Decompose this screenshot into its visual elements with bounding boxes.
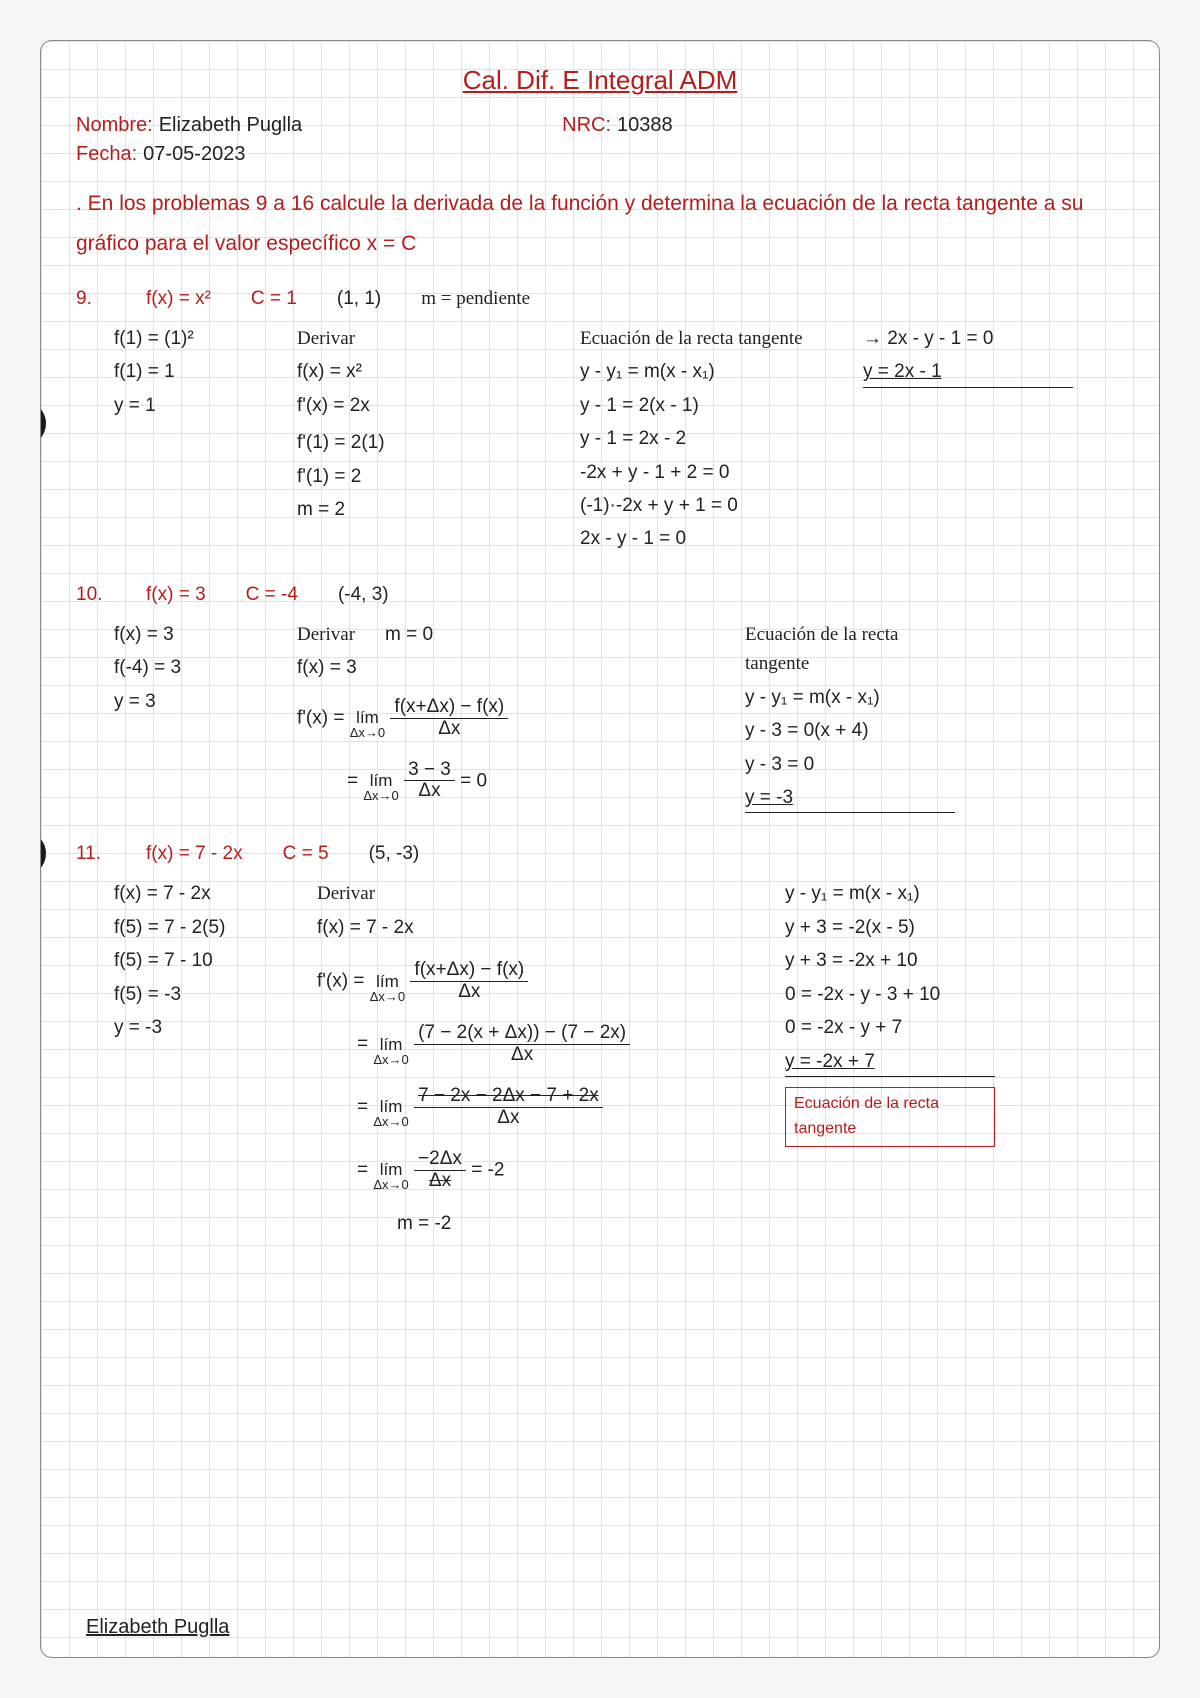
work-line: y - y₁ = m(x - x₁) bbox=[580, 357, 835, 386]
eval-column: f(x) = 7 - 2x f(5) = 7 - 2(5) f(5) = 7 -… bbox=[114, 879, 289, 1238]
work-line: (-1)·-2x + y + 1 = 0 bbox=[580, 491, 835, 520]
problem-9: 9. f(x) = x² C = 1 (1, 1) m = pendiente … bbox=[76, 288, 1124, 554]
problem-c: C = 1 bbox=[251, 288, 297, 310]
problem-11: 11. f(x) = 7 - 2x C = 5 (5, -3) f(x) = 7… bbox=[76, 843, 1124, 1238]
work-line: y - y₁ = m(x - x₁) bbox=[745, 683, 955, 712]
work-line: f(x) = 3 bbox=[114, 620, 269, 649]
work-line: f(x) = 3 bbox=[297, 653, 717, 682]
punch-hole-icon bbox=[40, 401, 46, 446]
problem-fx: f(x) = x² bbox=[146, 288, 211, 310]
work-line: f(x) = 7 - 2x bbox=[114, 879, 289, 908]
work-line: f(5) = -3 bbox=[114, 980, 289, 1009]
name-label: Nombre: bbox=[76, 114, 153, 137]
derivative-column: Derivar f(x) = x² f'(x) = 2x f'(1) = 2(1… bbox=[297, 324, 552, 554]
work-line: 0 = -2x - y - 3 + 10 bbox=[785, 980, 995, 1009]
result-column: → 2x - y - 1 = 0 y = 2x - 1 bbox=[863, 324, 1073, 554]
header-date-row: Fecha: 07-05-2023 bbox=[76, 143, 1124, 166]
work-line: f'(x) = 2x bbox=[297, 391, 552, 420]
footer-signature: Elizabeth Puglla bbox=[86, 1616, 229, 1639]
work-line: f(5) = 7 - 2(5) bbox=[114, 913, 289, 942]
final-answer: y = 2x - 1 bbox=[863, 357, 1073, 387]
slope-label: m = pendiente bbox=[421, 288, 530, 310]
work-line: y - 1 = 2x - 2 bbox=[580, 424, 835, 453]
work-line: 2x - y - 1 = 0 bbox=[580, 524, 835, 553]
problem-point: (1, 1) bbox=[337, 288, 381, 310]
limit-expression: f'(x) = límΔx→0 f(x+Δx) − f(x)Δx bbox=[317, 960, 757, 1003]
problem-header: 10. f(x) = 3 C = -4 (-4, 3) bbox=[76, 584, 1124, 606]
work-line: y = 1 bbox=[114, 391, 269, 420]
work-line: y + 3 = -2x + 10 bbox=[785, 946, 995, 975]
nrc-value: 10388 bbox=[617, 114, 673, 137]
work-line: y - 3 = 0(x + 4) bbox=[745, 716, 955, 745]
eval-column: f(x) = 3 f(-4) = 3 y = 3 bbox=[114, 620, 269, 814]
column-heading: Ecuación de la recta tangente bbox=[580, 324, 835, 353]
column-heading: Derivar bbox=[297, 620, 355, 649]
problem-columns: f(1) = (1)² f(1) = 1 y = 1 Derivar f(x) … bbox=[114, 324, 1124, 554]
problem-point: (-4, 3) bbox=[338, 584, 389, 606]
name-value: Elizabeth Puglla bbox=[159, 114, 302, 137]
problem-header: 9. f(x) = x² C = 1 (1, 1) m = pendiente bbox=[76, 288, 1124, 310]
final-answer: y = -3 bbox=[745, 783, 955, 813]
tangent-column: Ecuación de la recta tangente y - y₁ = m… bbox=[745, 620, 955, 814]
work-line: f'(1) = 2(1) bbox=[297, 428, 552, 457]
work-line: f(5) = 7 - 10 bbox=[114, 946, 289, 975]
derivative-column: Derivar m = 0 f(x) = 3 f'(x) = límΔx→0 f… bbox=[297, 620, 717, 814]
punch-hole-icon bbox=[40, 831, 46, 876]
work-line: y - y₁ = m(x - x₁) bbox=[785, 879, 995, 908]
problem-fx: f(x) = 7 - 2x bbox=[146, 843, 243, 865]
work-line: → 2x - y - 1 = 0 bbox=[863, 324, 1073, 353]
problem-columns: f(x) = 7 - 2x f(5) = 7 - 2(5) f(5) = 7 -… bbox=[114, 879, 1124, 1238]
limit-expression: = límΔx→0 (7 − 2(x + Δx)) − (7 − 2x)Δx bbox=[357, 1023, 757, 1066]
final-answer: y = -2x + 7 bbox=[785, 1047, 995, 1077]
work-line: f(1) = (1)² bbox=[114, 324, 269, 353]
work-line: y = -3 bbox=[114, 1013, 289, 1042]
limit-expression: = límΔx→0 3 − 3Δx = 0 bbox=[347, 760, 717, 803]
problem-number: 9. bbox=[76, 288, 106, 310]
notebook-page: Cal. Dif. E Integral ADM Nombre: Elizabe… bbox=[40, 40, 1160, 1658]
work-line: f'(1) = 2 bbox=[297, 462, 552, 491]
work-line: y = 3 bbox=[114, 687, 269, 716]
limit-expression: f'(x) = límΔx→0 f(x+Δx) − f(x)Δx bbox=[297, 697, 717, 740]
column-heading: Derivar bbox=[317, 879, 757, 908]
problem-number: 11. bbox=[76, 843, 106, 865]
date-label: Fecha: bbox=[76, 143, 137, 166]
work-line: y + 3 = -2(x - 5) bbox=[785, 913, 995, 942]
answer-box-label: Ecuación de la recta tangente bbox=[785, 1087, 995, 1147]
problem-c: C = -4 bbox=[246, 584, 298, 606]
work-line: f(-4) = 3 bbox=[114, 653, 269, 682]
problem-c: C = 5 bbox=[283, 843, 329, 865]
work-line: y - 3 = 0 bbox=[745, 750, 955, 779]
problem-header: 11. f(x) = 7 - 2x C = 5 (5, -3) bbox=[76, 843, 1124, 865]
work-line: 0 = -2x - y + 7 bbox=[785, 1013, 995, 1042]
problem-number: 10. bbox=[76, 584, 106, 606]
eval-column: f(1) = (1)² f(1) = 1 y = 1 bbox=[114, 324, 269, 554]
column-heading: Ecuación de la recta tangente bbox=[745, 620, 955, 679]
work-line: f(x) = x² bbox=[297, 357, 552, 386]
work-line: f(x) = 7 - 2x bbox=[317, 913, 757, 942]
work-line: m = 2 bbox=[297, 495, 552, 524]
limit-expression: = límΔx→0 −2ΔxΔx = -2 bbox=[357, 1149, 757, 1192]
problem-fx: f(x) = 3 bbox=[146, 584, 206, 606]
limit-expression: = límΔx→0 7 − 2x − 2Δx − 7 + 2xΔx bbox=[357, 1086, 757, 1129]
nrc-label: NRC: bbox=[562, 114, 611, 137]
work-line: f(1) = 1 bbox=[114, 357, 269, 386]
instruction-text: . En los problemas 9 a 16 calcule la der… bbox=[76, 184, 1124, 264]
work-line: -2x + y - 1 + 2 = 0 bbox=[580, 458, 835, 487]
work-line: y - 1 = 2(x - 1) bbox=[580, 391, 835, 420]
page-title: Cal. Dif. E Integral ADM bbox=[76, 65, 1124, 96]
tangent-column: y - y₁ = m(x - x₁) y + 3 = -2(x - 5) y +… bbox=[785, 879, 995, 1238]
column-heading: Derivar bbox=[297, 324, 552, 353]
slope-value: m = 0 bbox=[385, 620, 433, 649]
problem-point: (5, -3) bbox=[369, 843, 420, 865]
header-name-row: Nombre: Elizabeth Puglla NRC: 10388 bbox=[76, 114, 1124, 137]
derivative-column: Derivar f(x) = 7 - 2x f'(x) = límΔx→0 f(… bbox=[317, 879, 757, 1238]
tangent-column: Ecuación de la recta tangente y - y₁ = m… bbox=[580, 324, 835, 554]
date-value: 07-05-2023 bbox=[143, 143, 245, 166]
problem-columns: f(x) = 3 f(-4) = 3 y = 3 Derivar m = 0 f… bbox=[114, 620, 1124, 814]
slope-value: m = -2 bbox=[397, 1209, 757, 1238]
problem-10: 10. f(x) = 3 C = -4 (-4, 3) f(x) = 3 f(-… bbox=[76, 584, 1124, 814]
